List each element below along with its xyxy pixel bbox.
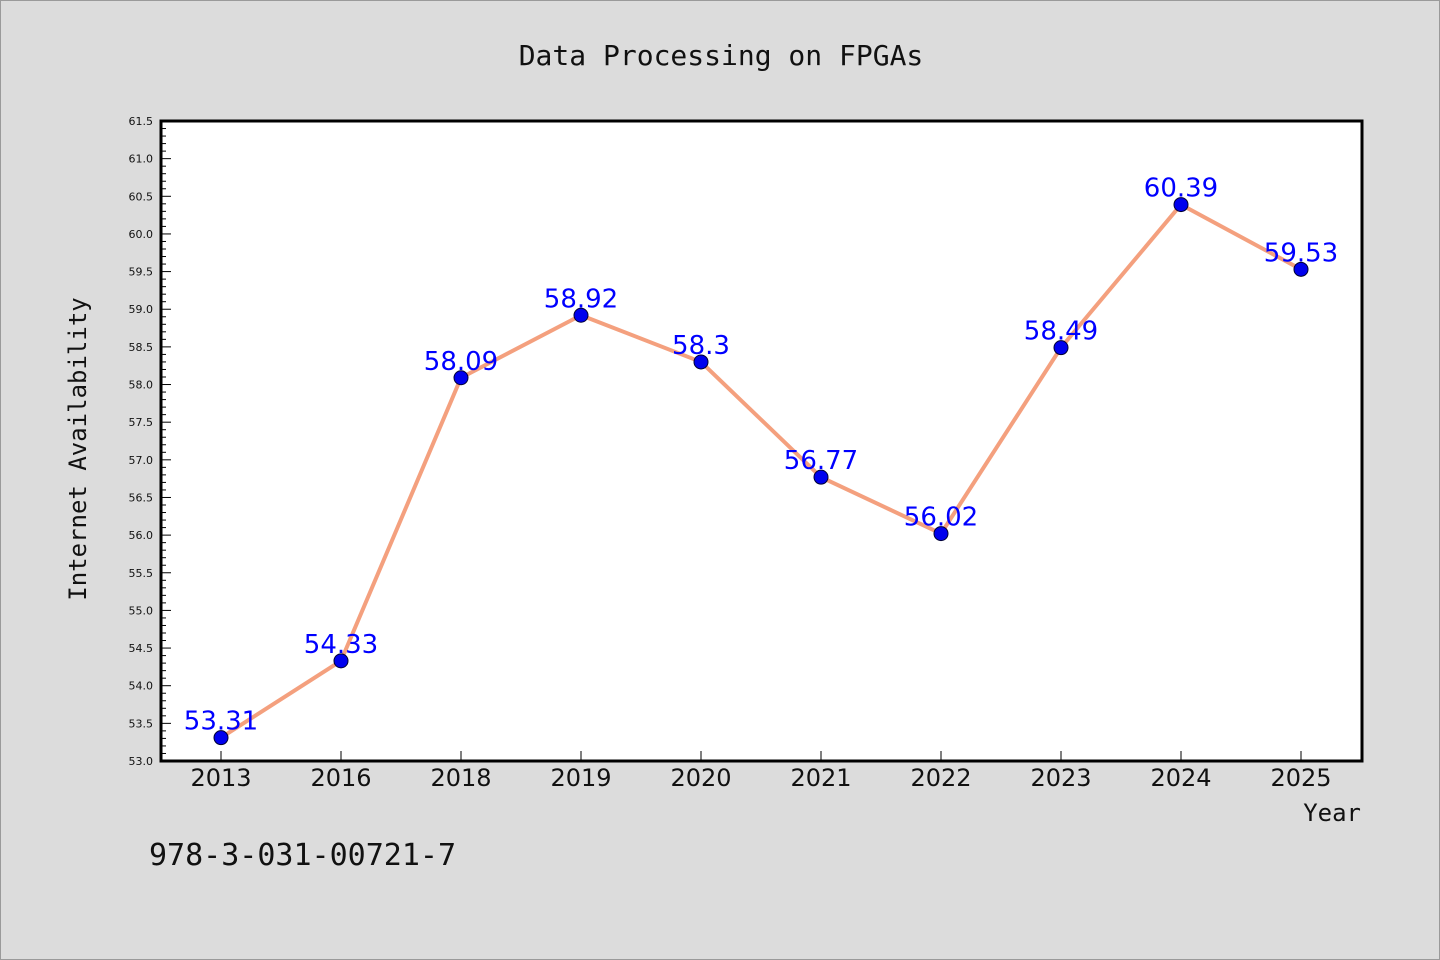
y-tick-label: 57.0 <box>129 454 154 467</box>
data-label: 56.77 <box>784 446 858 476</box>
data-point <box>333 653 349 669</box>
x-tick-label: 2016 <box>310 764 371 792</box>
data-label: 58.49 <box>1024 317 1098 347</box>
x-tick-label: 2019 <box>550 764 611 792</box>
y-tick-label: 58.5 <box>129 341 154 354</box>
data-label: 58.3 <box>672 331 730 361</box>
chart-title: Data Processing on FPGAs <box>519 39 924 72</box>
x-axis-title: Year <box>1303 799 1361 827</box>
y-tick-label: 59.5 <box>129 266 154 279</box>
x-tick-label: 2025 <box>1270 764 1331 792</box>
data-label: 56.02 <box>904 503 978 533</box>
y-tick-label: 55.0 <box>129 604 154 617</box>
y-axis: 53.0 53.5 54.0 54.5 55.0 55.5 56.0 56.5 57.0 57.5… <box>129 115 171 768</box>
data-label: 53.31 <box>184 707 258 737</box>
data-markers <box>213 197 1309 746</box>
data-label: 59.53 <box>1264 238 1338 268</box>
y-tick-label: 54.0 <box>129 680 154 693</box>
data-point <box>573 307 589 323</box>
y-tick-label: 59.0 <box>129 303 154 316</box>
y-tick-label: 56.0 <box>129 529 154 542</box>
y-axis-title: Internet Availability <box>64 297 92 600</box>
data-point <box>933 526 949 542</box>
y-tick-label: 53.5 <box>129 717 154 730</box>
data-point <box>213 730 229 746</box>
x-axis: 2013 2016 2018 2019 2020 2021 2022 2023 2024 2025 <box>190 751 1332 792</box>
y-tick-label: 55.5 <box>129 567 154 580</box>
y-tick-label: 57.5 <box>129 416 154 429</box>
data-point <box>693 354 709 370</box>
data-label: 60.39 <box>1144 174 1218 204</box>
x-tick-label: 2023 <box>1030 764 1091 792</box>
x-tick-label: 2021 <box>790 764 851 792</box>
x-tick-label: 2013 <box>190 764 251 792</box>
data-label: 54.33 <box>304 630 378 660</box>
y-tick-label: 61.5 <box>129 115 154 128</box>
footer-isbn: 978-3-031-00721-7 <box>149 838 456 873</box>
y-tick-label: 56.5 <box>129 491 154 504</box>
x-tick-label: 2018 <box>430 764 491 792</box>
data-point <box>453 370 469 386</box>
data-point <box>813 469 829 485</box>
x-tick-label: 2020 <box>670 764 731 792</box>
data-label: 58.09 <box>424 347 498 377</box>
x-tick-label: 2024 <box>1150 764 1211 792</box>
y-tick-label: 58.0 <box>129 379 154 392</box>
y-tick-label: 61.0 <box>129 153 154 166</box>
series-line <box>219 202 1303 740</box>
y-tick-label: 53.0 <box>129 755 154 768</box>
data-point <box>1293 261 1309 277</box>
data-label: 58.92 <box>544 284 618 314</box>
y-tick-label: 54.5 <box>129 642 154 655</box>
data-labels: 53.31 54.33 58.09 58.92 58.3 56.77 56.02 58.49 6… <box>184 174 1338 737</box>
y-tick-label: 60.5 <box>129 190 154 203</box>
x-tick-label: 2022 <box>910 764 971 792</box>
data-point <box>1173 197 1189 213</box>
series-line-group <box>219 202 1303 740</box>
data-point <box>1053 340 1069 356</box>
y-tick-label: 60.0 <box>129 228 154 241</box>
